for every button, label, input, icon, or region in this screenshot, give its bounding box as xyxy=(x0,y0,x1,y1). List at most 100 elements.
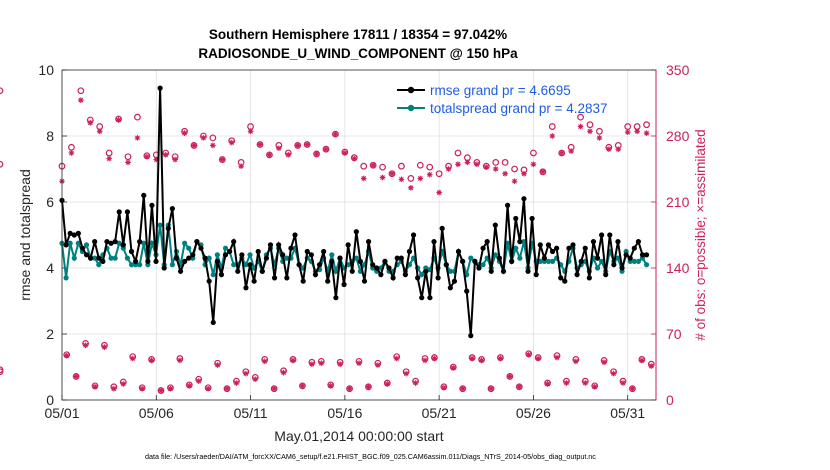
obs-assimilated-marker xyxy=(450,365,457,371)
obs-assimilated-marker xyxy=(309,361,315,367)
obs-assimilated-marker xyxy=(214,362,221,368)
obs-possible-marker xyxy=(530,149,537,157)
totalspread-marker xyxy=(231,262,237,268)
obs-assimilated-marker xyxy=(228,139,235,146)
obs-assimilated-marker xyxy=(563,380,570,386)
right-tick-label: 210 xyxy=(666,194,690,210)
rmse-marker xyxy=(484,239,490,245)
obs-possible-marker xyxy=(435,170,443,178)
rmse-marker xyxy=(390,275,396,281)
rmse-marker xyxy=(165,225,171,231)
totalspread-marker xyxy=(63,275,69,281)
rmse-marker xyxy=(431,239,437,245)
x-axis-label: May.01,2014 00:00:00 start xyxy=(274,428,444,444)
obs-assimilated-marker xyxy=(634,128,640,135)
rmse-marker xyxy=(374,265,380,271)
obs-assimilated-marker xyxy=(280,369,287,376)
rmse-marker xyxy=(341,281,347,288)
totalspread-marker xyxy=(447,268,453,274)
obs-assimilated-marker xyxy=(441,384,447,391)
obs-possible-marker xyxy=(0,368,4,376)
obs-assimilated-marker xyxy=(582,380,589,386)
obs-assimilated-marker xyxy=(200,135,207,141)
rmse-marker xyxy=(394,255,400,261)
obs-assimilated-marker xyxy=(205,385,211,392)
obs-assimilated-marker xyxy=(111,385,117,392)
rmse-marker xyxy=(468,333,474,339)
rmse-marker xyxy=(108,240,114,246)
obs-assimilated-marker xyxy=(379,174,386,181)
rmse-marker xyxy=(100,258,106,264)
obs-assimilated-marker xyxy=(162,152,169,158)
right-tick-label: 140 xyxy=(666,260,690,276)
obs-assimilated-marker xyxy=(158,387,164,394)
totalspread-marker xyxy=(124,255,131,261)
rmse-marker xyxy=(145,258,151,264)
obs-assimilated-marker xyxy=(356,360,362,367)
rmse-marker xyxy=(578,258,584,264)
rmse-marker xyxy=(218,272,225,278)
rmse-marker xyxy=(570,242,576,248)
totalspread-marker xyxy=(631,258,637,264)
obs-possible-marker xyxy=(426,163,434,171)
rmse-marker xyxy=(337,255,343,261)
obs-assimilated-marker xyxy=(431,355,438,362)
legend-rmse-marker-icon xyxy=(407,86,415,94)
rmse-marker xyxy=(545,242,552,248)
rmse-marker xyxy=(67,230,73,236)
rmse-marker xyxy=(639,252,646,258)
obs-assimilated-marker xyxy=(87,120,94,126)
obs-assimilated-marker xyxy=(554,354,560,361)
obs-assimilated-marker xyxy=(115,117,122,123)
rmse-marker xyxy=(509,258,515,264)
obs-possible-marker xyxy=(360,162,368,170)
totalspread-marker xyxy=(517,255,523,261)
rmse-marker xyxy=(247,262,253,268)
obs-assimilated-marker xyxy=(195,378,202,384)
rmse-marker xyxy=(124,209,131,215)
obs-possible-marker xyxy=(407,175,415,182)
left-tick-label: 8 xyxy=(46,128,54,144)
rmse-marker xyxy=(549,248,556,255)
data-file-footer: data file: /Users/raeder/DAI/ATM_forcXX/… xyxy=(145,452,596,461)
obs-assimilated-marker xyxy=(323,146,329,152)
rmse-marker xyxy=(292,232,298,238)
totalspread-marker xyxy=(67,240,73,246)
obs-assimilated-marker xyxy=(568,148,574,154)
rmse-marker xyxy=(419,295,425,301)
rmse-marker xyxy=(243,285,249,291)
obs-assimilated-marker xyxy=(516,384,523,390)
obs-assimilated-marker xyxy=(238,163,244,169)
obs-assimilated-marker xyxy=(125,159,131,166)
totalspread-marker xyxy=(108,255,114,261)
obs-assimilated-marker xyxy=(596,135,603,141)
obs-assimilated-marker xyxy=(266,152,273,158)
x-tick-label: 05/16 xyxy=(327,405,362,421)
obs-assimilated-marker xyxy=(492,166,499,172)
rmse-marker xyxy=(141,192,147,198)
rmse-marker xyxy=(574,272,580,278)
obs-possible-marker xyxy=(209,134,217,142)
right-tick-label: 70 xyxy=(666,326,682,342)
totalspread-marker xyxy=(222,245,229,251)
obs-assimilated-marker xyxy=(403,370,409,377)
rmse-marker xyxy=(88,255,94,261)
rmse-marker xyxy=(92,239,98,245)
rmse-marker xyxy=(71,232,77,238)
obs-assimilated-marker xyxy=(304,141,310,148)
obs-assimilated-marker xyxy=(92,384,98,390)
x-tick-label: 05/01 xyxy=(44,405,79,421)
obs-assimilated-marker xyxy=(412,380,419,386)
obs-assimilated-marker xyxy=(620,380,626,386)
obs-assimilated-marker xyxy=(408,185,414,191)
plot-area xyxy=(62,70,656,400)
obs-assimilated-marker xyxy=(148,357,155,364)
x-tick-label: 05/21 xyxy=(422,405,457,421)
totalspread-marker xyxy=(513,245,519,251)
obs-assimilated-marker xyxy=(398,176,405,183)
obs-assimilated-marker xyxy=(82,342,89,349)
rmse-marker xyxy=(353,229,359,235)
rmse-marker xyxy=(586,275,592,281)
obs-possible-marker xyxy=(492,158,500,166)
rmse-marker xyxy=(75,230,81,236)
